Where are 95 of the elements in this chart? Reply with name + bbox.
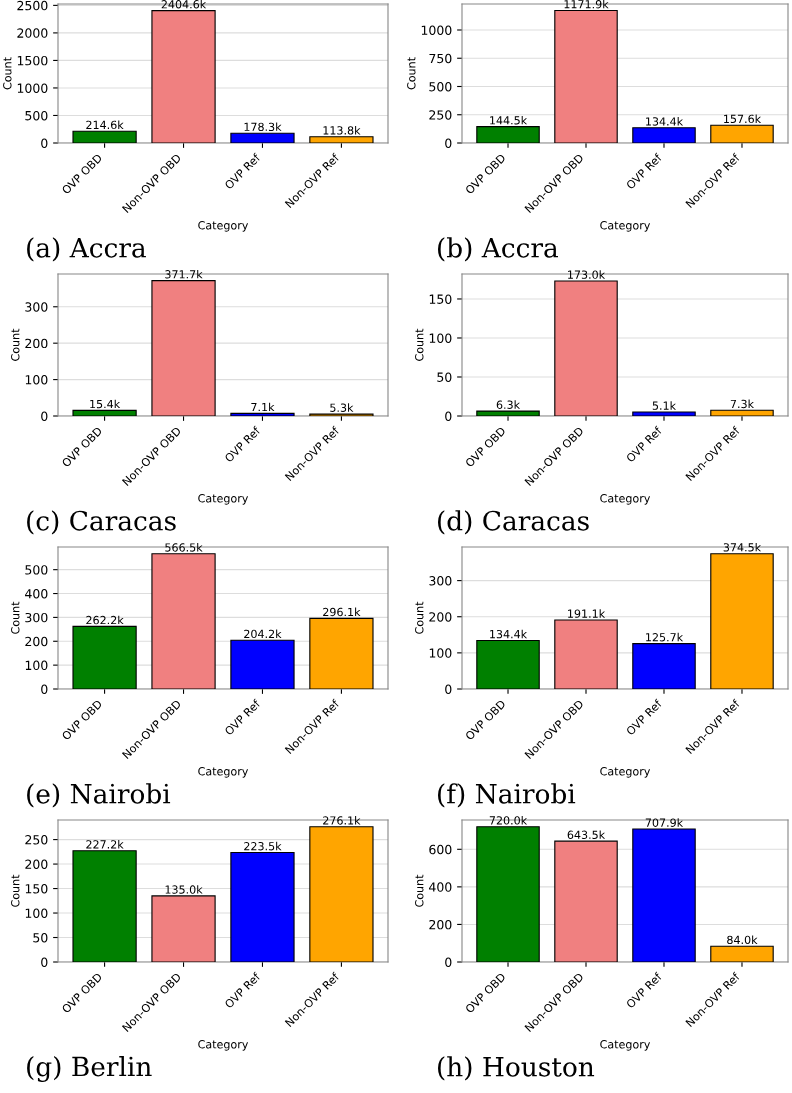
y-tick-label: 200 xyxy=(25,859,48,869)
data-label: 125.7k xyxy=(646,632,684,642)
y-tick-label: 500 xyxy=(25,110,48,121)
data-label: 113.8k xyxy=(323,125,361,135)
data-label: 707.9k xyxy=(645,818,684,827)
y-tick-label: 2500 xyxy=(17,0,48,11)
data-label: 7.3k xyxy=(730,399,755,409)
text: (f) Nairobi xyxy=(438,783,576,808)
data-label: 6.3k xyxy=(496,400,521,409)
y-tick-label: 0 xyxy=(41,684,48,694)
y-tick-label: 1000 xyxy=(421,25,452,35)
x-axis-title: Category xyxy=(600,494,651,505)
y-axis-title: Count xyxy=(415,874,424,907)
data-label: 84.0k xyxy=(727,935,758,945)
data-label: 15.4k xyxy=(90,399,121,409)
text: (h) Houston xyxy=(438,1056,595,1081)
y-tick-label: 0 xyxy=(41,411,48,421)
y-tick-label: 400 xyxy=(25,589,48,599)
y-tick-label: 0 xyxy=(41,138,48,148)
y-tick-label: 0 xyxy=(445,684,452,694)
data-label: 223.5k xyxy=(244,841,282,851)
y-tick-label: 300 xyxy=(25,612,48,623)
x-axis-title: Category xyxy=(198,1040,249,1051)
text: (b) Accra xyxy=(438,237,559,262)
y-tick-label: 50 xyxy=(33,932,48,943)
data-label: 178.3k xyxy=(244,122,282,132)
data-label: 1171.9k xyxy=(564,0,609,9)
text: (e) Nairobi xyxy=(27,783,171,808)
text: (g) Berlin xyxy=(27,1056,152,1082)
y-tick-label: 250 xyxy=(25,835,48,845)
y-axis-title: Count xyxy=(407,57,416,90)
y-axis-title: Count xyxy=(11,601,20,634)
y-tick-label: 100 xyxy=(429,648,452,658)
y-tick-label: 300 xyxy=(25,302,48,312)
data-label: 643.5k xyxy=(567,830,606,839)
data-label: 296.1k xyxy=(323,607,361,617)
y-axis-title: Count xyxy=(3,57,12,90)
data-label: 2404.6k xyxy=(161,0,207,9)
data-label: 5.1k xyxy=(652,401,677,410)
data-label: 157.6k xyxy=(724,114,762,124)
y-tick-label: 750 xyxy=(429,53,452,64)
y-tick-label: 0 xyxy=(445,957,452,967)
y-tick-label: 600 xyxy=(429,844,452,855)
y-tick-label: 400 xyxy=(429,882,452,892)
data-label: 262.2k xyxy=(86,615,124,625)
y-tick-label: 1000 xyxy=(17,83,48,93)
data-label: 276.1k xyxy=(323,816,361,825)
data-label: 191.1k xyxy=(568,609,606,618)
x-axis-title: Category xyxy=(600,221,651,232)
y-tick-label: 0 xyxy=(41,957,48,967)
y-tick-label: 50 xyxy=(437,372,452,382)
data-label: 173.0k xyxy=(568,270,606,279)
y-tick-label: 100 xyxy=(25,908,48,918)
data-label: 134.4k xyxy=(646,117,684,126)
data-label: 204.2k xyxy=(244,629,282,639)
y-axis-title: Count xyxy=(415,328,424,361)
x-axis-title: Category xyxy=(198,767,249,778)
text: (c) Caracas xyxy=(27,510,176,535)
y-tick-label: 1500 xyxy=(17,55,48,66)
data-label: 144.5k xyxy=(490,115,528,125)
data-label: 214.6k xyxy=(86,120,124,130)
y-axis-title: Count xyxy=(11,328,20,361)
text: (a) Accra xyxy=(27,237,146,262)
x-axis-title: Category xyxy=(600,767,651,778)
data-label: 566.5k xyxy=(165,543,203,552)
y-tick-label: 0 xyxy=(445,411,452,421)
y-tick-label: 0 xyxy=(445,138,452,148)
data-label: 7.1k xyxy=(251,402,275,412)
data-label: 5.3k xyxy=(330,403,354,412)
text: (d) Caracas xyxy=(438,510,589,535)
y-tick-label: 200 xyxy=(429,919,452,930)
y-tick-label: 2000 xyxy=(17,28,48,38)
y-tick-label: 150 xyxy=(25,884,48,894)
data-label: 371.7k xyxy=(165,269,203,279)
x-axis-title: Category xyxy=(198,221,249,232)
y-tick-label: 100 xyxy=(25,660,48,671)
data-label: 134.4k xyxy=(490,629,528,639)
y-tick-label: 250 xyxy=(429,110,452,120)
y-axis-title: Count xyxy=(11,874,20,907)
y-tick-label: 200 xyxy=(429,612,452,622)
data-label: 374.5k xyxy=(723,542,762,552)
data-label: 227.2k xyxy=(86,840,124,849)
y-tick-label: 200 xyxy=(25,338,48,349)
y-tick-label: 500 xyxy=(25,565,48,575)
y-tick-label: 150 xyxy=(429,294,452,304)
y-tick-label: 200 xyxy=(25,636,48,647)
data-label: 720.0k xyxy=(489,816,528,825)
y-tick-label: 100 xyxy=(429,333,452,343)
y-tick-label: 300 xyxy=(429,576,452,586)
x-axis-title: Category xyxy=(600,1040,651,1051)
y-tick-label: 100 xyxy=(25,375,48,385)
x-axis-title: Category xyxy=(198,494,249,505)
y-axis-title: Count xyxy=(415,601,424,634)
y-tick-label: 500 xyxy=(429,81,452,92)
data-label: 135.0k xyxy=(165,885,203,894)
